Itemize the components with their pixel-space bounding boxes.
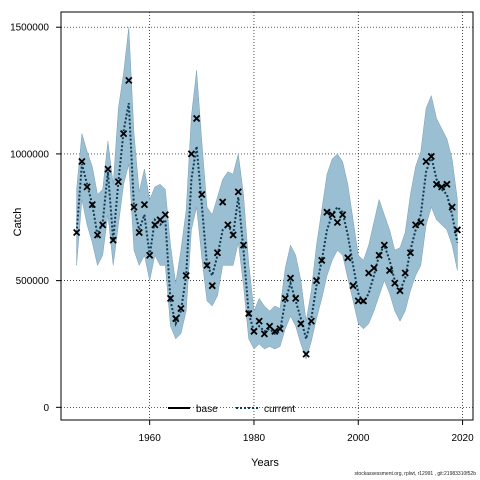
data-point-marker: [161, 211, 169, 219]
data-point-marker: [219, 198, 227, 206]
data-point-marker: [406, 249, 415, 257]
plot-frame: [60, 11, 474, 421]
observed-points: [73, 76, 461, 358]
data-point-marker: [438, 183, 446, 191]
data-point-marker: [229, 231, 237, 239]
x-tick-label: 2020: [451, 433, 474, 444]
data-point-marker: [281, 294, 289, 302]
data-point-marker: [208, 282, 216, 290]
data-point-marker: [396, 287, 404, 295]
footer-credit: stockassessment.org, rplwt, r12991 , git…: [354, 471, 476, 477]
data-point-marker: [224, 221, 232, 229]
data-point-marker: [333, 218, 342, 226]
data-point-marker: [292, 294, 300, 302]
data-point-marker: [172, 314, 180, 323]
data-point-marker: [260, 330, 269, 338]
confidence-band: [76, 27, 458, 361]
x-axis-ticks: 1960 1980 2000 2020: [139, 420, 474, 444]
data-point-marker: [328, 211, 336, 219]
data-point-marker: [245, 309, 253, 318]
data-point-marker: [276, 325, 284, 333]
data-point-marker: [73, 228, 81, 237]
data-point-marker: [239, 241, 248, 249]
data-point-marker: [88, 200, 96, 209]
data-point-marker: [453, 226, 461, 234]
data-point-marker: [166, 294, 175, 302]
legend-base-label: base: [196, 404, 218, 415]
legend: base current: [168, 404, 295, 415]
x-tick-label: 1980: [243, 433, 266, 444]
data-point-marker: [417, 218, 425, 226]
x-tick-label: 1960: [139, 433, 162, 444]
data-point-marker: [109, 236, 117, 244]
data-point-marker: [203, 261, 211, 270]
data-point-marker: [312, 276, 321, 285]
data-point-marker: [151, 221, 159, 229]
y-axis-ticks: 0 500000 1000000 1500000: [10, 23, 61, 414]
data-point-marker: [130, 203, 138, 211]
data-point-marker: [359, 297, 368, 305]
data-point-marker: [385, 266, 394, 275]
data-point-marker: [156, 216, 164, 224]
data-point-marker: [198, 190, 206, 199]
data-point-marker: [370, 264, 378, 272]
data-point-marker: [93, 231, 102, 239]
data-point-marker: [135, 228, 143, 237]
data-point-marker: [448, 203, 456, 211]
data-point-marker: [365, 269, 373, 277]
data-point-marker: [234, 188, 242, 196]
x-tick-label: 2000: [347, 433, 370, 444]
data-point-marker: [391, 279, 399, 287]
data-point-marker: [265, 322, 274, 330]
data-point-marker: [114, 178, 123, 186]
data-point-marker: [349, 282, 357, 290]
data-point-marker: [375, 251, 383, 259]
data-point-marker: [297, 320, 305, 328]
data-point-marker: [83, 183, 91, 191]
data-point-marker: [99, 221, 107, 229]
data-point-marker: [78, 157, 86, 166]
data-point-marker: [255, 317, 263, 325]
data-point-marker: [411, 221, 420, 229]
data-point-marker: [344, 254, 352, 262]
data-point-marker: [271, 327, 279, 335]
y-tick-label: 500000: [16, 276, 50, 287]
data-point-marker: [146, 251, 154, 259]
data-point-marker: [213, 249, 222, 257]
data-point-marker: [338, 211, 347, 219]
data-point-marker: [177, 304, 185, 313]
data-point-marker: [125, 76, 133, 85]
data-point-marker: [443, 180, 451, 188]
data-point-marker: [323, 208, 331, 216]
data-point-marker: [182, 271, 190, 280]
data-point-marker: [192, 114, 201, 123]
data-point-marker: [427, 152, 435, 161]
y-axis-title: Catch: [12, 208, 24, 237]
data-point-marker: [422, 157, 430, 166]
x-axis-title: Years: [251, 457, 279, 469]
y-tick-label: 0: [43, 403, 49, 414]
y-tick-label: 1500000: [10, 23, 49, 34]
data-point-marker: [302, 350, 310, 358]
data-point-marker: [380, 241, 388, 249]
data-point-marker: [119, 130, 128, 138]
data-point-marker: [250, 327, 258, 335]
y-tick-label: 1000000: [10, 149, 49, 160]
legend-current-label: current: [264, 404, 295, 415]
data-point-marker: [318, 256, 326, 264]
data-point-marker: [307, 317, 315, 325]
data-point-marker: [432, 180, 441, 188]
data-point-marker: [140, 200, 149, 209]
data-point-marker: [187, 150, 196, 158]
data-point-marker: [104, 165, 112, 173]
data-point-marker: [401, 269, 409, 277]
data-point-marker: [286, 274, 295, 282]
